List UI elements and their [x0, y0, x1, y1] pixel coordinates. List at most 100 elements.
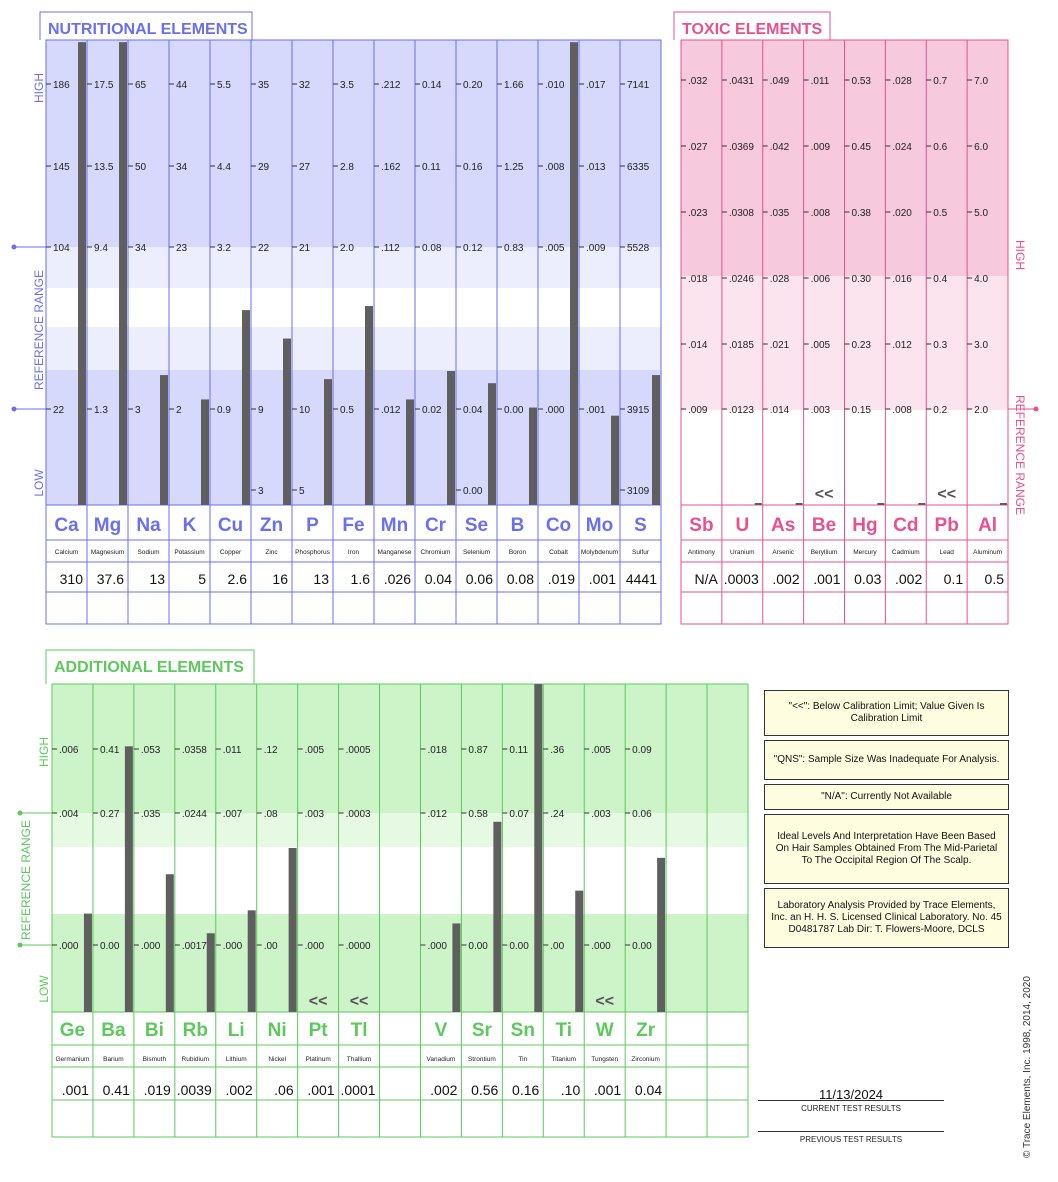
nutritional-symbol-Mn: Mn: [381, 515, 408, 536]
additional-tick-label: 0.00: [100, 941, 120, 952]
toxic-tick-label: .028: [770, 274, 790, 285]
additional-tick-label: .0000: [346, 941, 371, 952]
nutritional-name-Zn: Zinc: [265, 549, 278, 556]
additional-name-Bi: Bismuth: [143, 1056, 167, 1063]
additional-bar-Ba: [124, 746, 133, 1012]
additional-tick-label: .018: [427, 745, 447, 756]
additional-tick-label: 0.00: [632, 941, 652, 952]
nutritional-tick-label: 2.0: [340, 243, 354, 254]
additional-axis-reference-range: REFERENCE RANGE: [19, 820, 33, 940]
additional-tick-label: .00: [264, 941, 278, 952]
additional-tick-label: .36: [550, 745, 564, 756]
additional-tick-label: .0017: [182, 941, 207, 952]
toxic-tick-label: .023: [688, 208, 708, 219]
additional-tick-label: .012: [427, 809, 447, 820]
additional-band-2: [52, 914, 748, 1012]
toxic-tick-label: .006: [811, 274, 831, 285]
toxic-tick-label: 0.2: [933, 405, 947, 416]
additional-bar-Ni: [288, 848, 297, 1012]
additional-symbol-Pt: Pt: [309, 1020, 329, 1041]
additional-band-0: [52, 684, 748, 813]
nutritional-result-Mg: 37.6: [97, 571, 124, 587]
previous-results-label: PREVIOUS TEST RESULTS: [758, 1131, 944, 1144]
additional-tick-label: .000: [141, 941, 161, 952]
toxic-bar-Al: [1000, 503, 1007, 505]
toxic-name-Pb: Lead: [939, 549, 954, 556]
toxic-tick-label: .016: [892, 274, 912, 285]
additional-name-Rb: Rubidium: [182, 1056, 209, 1063]
toxic-tick-label: .005: [811, 340, 831, 351]
nutritional-tick-label: 44: [176, 80, 188, 91]
additional-result-Ti: .10: [561, 1082, 581, 1098]
nutritional-symbol-Mg: Mg: [94, 515, 121, 536]
additional-symbol-Ni: Ni: [268, 1020, 287, 1041]
additional-name-Li: Lithium: [226, 1056, 247, 1063]
nutritional-tick-label: 34: [135, 243, 147, 254]
additional-axis-low: LOW: [37, 975, 51, 1003]
nutritional-result-P: 13: [313, 571, 329, 587]
nutritional-tick-label: 29: [258, 162, 270, 173]
toxic-reference-marker-dot: [1033, 406, 1039, 412]
nutritional-axis-reference-range: REFERENCE RANGE: [32, 270, 46, 390]
nutritional-tick-label: .112: [381, 243, 400, 254]
nutritional-result-Se: 0.06: [466, 571, 493, 587]
toxic-bar-As: [795, 503, 803, 505]
toxic-symbol-U: U: [735, 515, 749, 536]
nutritional-result-Ca: 310: [60, 571, 84, 587]
toxic-tick-label: .024: [892, 142, 912, 153]
toxic-tick-label: 7.0: [974, 76, 988, 87]
additional-axis-high: HIGH: [37, 737, 51, 767]
toxic-tick-label: .009: [811, 142, 831, 153]
legend-ideal-levels: Ideal Levels And Interpretation Have Bee…: [764, 814, 1009, 884]
nutritional-result-Cu: 2.6: [228, 571, 248, 587]
nutritional-result-B: 0.08: [507, 571, 534, 587]
additional-symbol-Sn: Sn: [511, 1020, 535, 1041]
additional-bar-Sr: [493, 821, 502, 1012]
additional-tick-label: .24: [550, 809, 564, 820]
nutritional-tick-label: .012: [381, 405, 401, 416]
toxic-tick-label: .011: [811, 76, 830, 87]
nutritional-tick-label: 3915: [627, 405, 650, 416]
toxic-result-Cd: .002: [895, 571, 922, 587]
nutritional-result-Na: 13: [149, 571, 165, 587]
nutritional-tick-label: .162: [381, 162, 401, 173]
nutritional-tick-label: 0.00: [504, 405, 524, 416]
additional-tick-label: 0.41: [100, 745, 120, 756]
additional-bar-Rb: [206, 933, 215, 1012]
nutritional-tick-label: .000: [545, 405, 565, 416]
nutritional-tick-label: .212: [381, 80, 401, 91]
nutritional-band-3: [46, 370, 661, 505]
toxic-tick-label: 0.53: [852, 76, 872, 87]
additional-below-limit-marker: <<: [309, 993, 328, 1010]
nutritional-tick-label: .017: [586, 80, 606, 91]
additional-symbol-Ge: Ge: [60, 1020, 85, 1041]
nutritional-tick-label: 1.3: [94, 405, 108, 416]
nutritional-axis-low: LOW: [32, 469, 46, 497]
nutritional-tick-label: 3.2: [217, 243, 231, 254]
nutritional-tick-label: .009: [586, 243, 606, 254]
additional-tick-label: 0.09: [632, 745, 652, 756]
nutritional-bar-Cu: [242, 310, 250, 505]
nutritional-tick-label: 1.25: [504, 162, 524, 173]
additional-name-Tl: Thallium: [347, 1056, 372, 1063]
toxic-tick-label: 6.0: [974, 142, 988, 153]
additional-tick-label: .003: [305, 809, 325, 820]
toxic-name-Hg: Mercury: [853, 549, 877, 556]
nutritional-tick-label: 0.04: [463, 405, 483, 416]
additional-bar-Sn: [534, 684, 543, 1012]
nutritional-reference-marker-dot: [11, 406, 17, 412]
additional-bar-V: [452, 923, 461, 1012]
nutritional-symbol-Se: Se: [465, 515, 488, 536]
additional-bar-Bi: [165, 874, 174, 1012]
toxic-tick-label: .009: [688, 405, 708, 416]
nutritional-axis-high: HIGH: [32, 73, 46, 103]
nutritional-name-Ca: Calcium: [55, 549, 78, 556]
legend-qns: "QNS": Sample Size Was Inadequate For An…: [764, 740, 1009, 780]
toxic-tick-label: .0308: [729, 208, 754, 219]
toxic-bar-Hg: [877, 503, 885, 505]
copyright-notice: © Trace Elements, Inc. 1998, 2014, 2020: [1022, 976, 1033, 1158]
additional-tick-label: 0.00: [468, 941, 488, 952]
test-date: 11/13/2024: [818, 1087, 884, 1102]
nutritional-tick-label: 0.5: [340, 405, 354, 416]
